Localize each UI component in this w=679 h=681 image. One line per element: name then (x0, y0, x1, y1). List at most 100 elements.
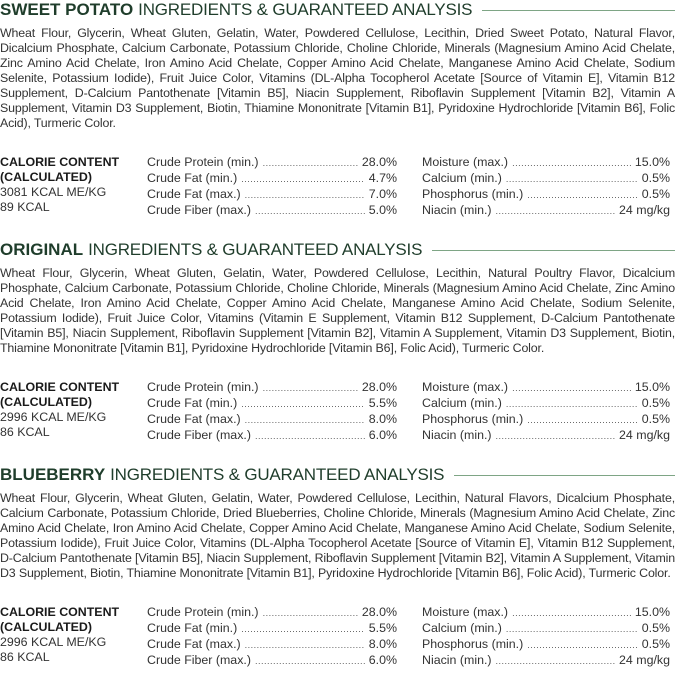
nutrient-value: 7.0% (368, 187, 397, 201)
heading-text: INGREDIENTS & GUARANTEED ANALYSIS (138, 0, 473, 19)
analysis-row: Phosphorus (min.) 0.5% (422, 637, 670, 653)
nutrient-label: Crude Protein (min.) (147, 380, 259, 394)
nutrient-value: 5.5% (368, 396, 397, 410)
guaranteed-analysis: CALORIE CONTENT (CALCULATED) 2996 KCAL ME/… (0, 605, 679, 667)
nutrient-label: Crude Protein (min.) (147, 155, 259, 169)
nutrient-label: Moisture (max.) (422, 380, 509, 394)
calorie-line: (CALCULATED) (0, 620, 92, 634)
analysis-row: Crude Fiber (max.) 5.0% (147, 203, 397, 219)
analysis-column-right: Moisture (max.)15.0%Calcium (min.)0.5%Ph… (422, 605, 670, 669)
dot-leader (496, 653, 615, 669)
nutrient-value: 8.0% (368, 412, 397, 426)
nutrient-label: Niacin (min.) (422, 203, 492, 217)
analysis-row: Calcium (min.) 0.5% (422, 621, 670, 637)
nutrient-value: 4.7% (368, 171, 397, 185)
calorie-line: 2996 KCAL ME/KG (0, 635, 107, 649)
nutrient-label: Phosphorus (min.) (422, 412, 524, 426)
dot-leader (506, 171, 638, 187)
nutrient-label: Calcium (min.) (422, 171, 502, 185)
calorie-content: CALORIE CONTENT (CALCULATED) 2996 KCAL ME/… (0, 380, 145, 440)
nutrient-value: 8.0% (368, 637, 397, 651)
dot-leader (263, 605, 358, 621)
nutrient-label: Crude Fat (max.) (147, 187, 241, 201)
calorie-line: 86 KCAL (0, 425, 50, 439)
nutrient-label: Niacin (min.) (422, 428, 492, 442)
heading-text: INGREDIENTS & GUARANTEED ANALYSIS (88, 240, 423, 259)
analysis-row: Phosphorus (min.) 0.5% (422, 412, 670, 428)
dot-leader (255, 428, 365, 444)
nutrient-label: Crude Protein (min.) (147, 605, 259, 619)
calorie-line: 3081 KCAL ME/KG (0, 185, 107, 199)
nutrient-value: 0.5% (641, 621, 670, 635)
dot-leader (527, 412, 638, 428)
dot-leader (496, 203, 615, 219)
calorie-line: CALORIE CONTENT (0, 380, 120, 394)
nutrient-label: Crude Fiber (max.) (147, 428, 251, 442)
nutrient-value: 28.0% (361, 380, 397, 394)
nutrient-label: Crude Fat (min.) (147, 396, 238, 410)
product-section: ORIGINAL INGREDIENTS & GUARANTEED ANALYSI… (0, 240, 679, 442)
nutrient-value: 24 mg/kg (619, 203, 670, 217)
analysis-row: Niacin (min.) 24 mg/kg (422, 653, 670, 669)
dot-leader (512, 380, 631, 396)
product-name: ORIGINAL (0, 240, 84, 259)
analysis-row: Crude Protein (min.) 28.0% (147, 380, 397, 396)
nutrient-value: 24 mg/kg (619, 428, 670, 442)
guaranteed-analysis: CALORIE CONTENT (CALCULATED) 2996 KCAL ME/… (0, 380, 679, 442)
calorie-line: (CALCULATED) (0, 395, 92, 409)
product-name: BLUEBERRY (0, 465, 106, 484)
calorie-line: CALORIE CONTENT (0, 605, 120, 619)
analysis-row: Crude Fat (max.) 7.0% (147, 187, 397, 203)
calorie-line: 86 KCAL (0, 650, 50, 664)
nutrient-label: Crude Fiber (max.) (147, 653, 251, 667)
dot-leader (527, 637, 638, 653)
dot-leader (241, 621, 365, 637)
nutrient-value: 6.0% (368, 653, 397, 667)
section-heading: SWEET POTATO INGREDIENTS & GUARANTEED ANA… (0, 0, 679, 20)
nutrient-label: Calcium (min.) (422, 396, 502, 410)
analysis-row: Crude Fat (max.) 8.0% (147, 412, 397, 428)
dot-leader (263, 380, 358, 396)
analysis-row: Niacin (min.) 24 mg/kg (422, 428, 670, 444)
divider (432, 249, 675, 251)
dot-leader (512, 155, 631, 171)
nutrient-label: Moisture (max.) (422, 155, 509, 169)
nutrient-value: 28.0% (361, 605, 397, 619)
nutrient-label: Phosphorus (min.) (422, 187, 524, 201)
nutrient-value: 5.0% (368, 203, 397, 217)
section-heading: BLUEBERRY INGREDIENTS & GUARANTEED ANALYS… (0, 465, 679, 485)
dot-leader (241, 171, 365, 187)
divider (454, 474, 675, 476)
dot-leader (245, 187, 365, 203)
analysis-column-left: Crude Protein (min.) 28.0% Crude Fat (min.… (147, 605, 397, 669)
product-section: BLUEBERRY INGREDIENTS & GUARANTEED ANALYS… (0, 465, 679, 667)
divider (482, 9, 675, 11)
section-heading: ORIGINAL INGREDIENTS & GUARANTEED ANALYSI… (0, 240, 679, 260)
dot-leader (255, 653, 365, 669)
dot-leader (506, 396, 638, 412)
analysis-row: Moisture (max.) 15.0% (422, 605, 670, 621)
analysis-row: Crude Fiber (max.) 6.0% (147, 653, 397, 669)
dot-leader (512, 605, 631, 621)
nutrient-value: 0.5% (641, 637, 670, 651)
nutrient-value: 0.5% (641, 396, 670, 410)
analysis-row: Crude Protein (min.) 28.0% (147, 605, 397, 621)
dot-leader (527, 187, 638, 203)
analysis-row: Calcium (min.) 0.5% (422, 171, 670, 187)
dot-leader (245, 637, 365, 653)
analysis-row: Moisture (max.) 15.0% (422, 155, 670, 171)
analysis-row: Phosphorus (min.) 0.5% (422, 187, 670, 203)
nutrient-label: Crude Fat (min.) (147, 621, 238, 635)
dot-leader (241, 396, 365, 412)
nutrient-value: 0.5% (641, 412, 670, 426)
analysis-row: Crude Fat (min.) 5.5% (147, 396, 397, 412)
nutrient-value: 15.0% (634, 380, 670, 394)
analysis-row: Crude Fat (min.) 5.5% (147, 621, 397, 637)
calorie-content: CALORIE CONTENT (CALCULATED) 2996 KCAL ME/… (0, 605, 145, 665)
analysis-row: Crude Protein (min.) 28.0% (147, 155, 397, 171)
calorie-line: CALORIE CONTENT (0, 155, 120, 169)
nutrient-label: Crude Fiber (max.) (147, 203, 251, 217)
nutrient-label: Crude Fat (min.) (147, 171, 238, 185)
nutrient-value: 15.0% (634, 155, 670, 169)
ingredients-list: Wheat Flour, Glycerin, Wheat Gluten, Gel… (0, 266, 675, 355)
